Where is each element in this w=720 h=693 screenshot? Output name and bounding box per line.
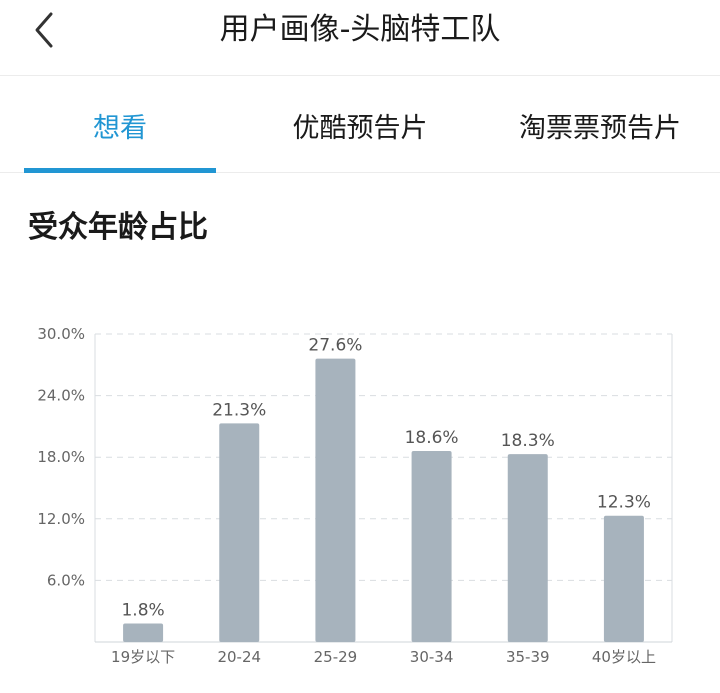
age-distribution-chart: 6.0% 12.0% 18.0% 24.0% 30.0% 1.8% 19岁以下 21.3% 20… (0, 300, 720, 693)
bar (123, 623, 164, 642)
bar-value-label: 1.8% (121, 601, 164, 621)
back-button[interactable] (22, 8, 66, 52)
bar (603, 515, 644, 642)
x-tick-label: 19岁以下 (111, 648, 175, 666)
x-tick-label: 20-24 (217, 648, 261, 666)
tab-taopiaopiao-trailer[interactable]: 淘票票预告片 (519, 112, 681, 144)
section-title: 受众年龄占比 (28, 210, 208, 245)
bar (219, 423, 260, 642)
y-tick-label: 30.0% (37, 325, 85, 343)
y-tick-label: 18.0% (37, 448, 85, 466)
x-tick-label: 40岁以上 (592, 648, 656, 666)
bar-value-label: 18.6% (405, 428, 459, 448)
y-tick-label: 12.0% (37, 510, 85, 528)
bar-value-label: 18.3% (501, 431, 555, 451)
bar-value-label: 21.3% (212, 400, 266, 420)
tab-want-to-watch[interactable]: 想看 (93, 112, 147, 144)
tab-youku-trailer[interactable]: 优酷预告片 (292, 112, 428, 144)
bar (315, 358, 356, 642)
bar-chart-svg: 6.0% 12.0% 18.0% 24.0% 30.0% 1.8% 19岁以下 21.3% 20… (37, 325, 673, 666)
x-tick-label: 25-29 (314, 648, 358, 666)
y-tick-label: 24.0% (37, 387, 85, 405)
bar (507, 454, 548, 642)
bar (411, 451, 452, 642)
chevron-left-icon (35, 12, 53, 48)
top-app-bar: 用户画像-头脑特工队 (0, 0, 720, 76)
x-tick-label: 30-34 (410, 648, 454, 666)
tab-bar: 想看 优酷预告片 淘票票预告片 (0, 77, 720, 173)
active-tab-indicator (24, 168, 216, 173)
bar-value-label: 12.3% (597, 493, 651, 513)
bar-value-label: 27.6% (308, 336, 362, 356)
page-title: 用户画像-头脑特工队 (219, 12, 501, 47)
x-tick-label: 35-39 (506, 648, 550, 666)
y-tick-label: 6.0% (47, 571, 85, 589)
